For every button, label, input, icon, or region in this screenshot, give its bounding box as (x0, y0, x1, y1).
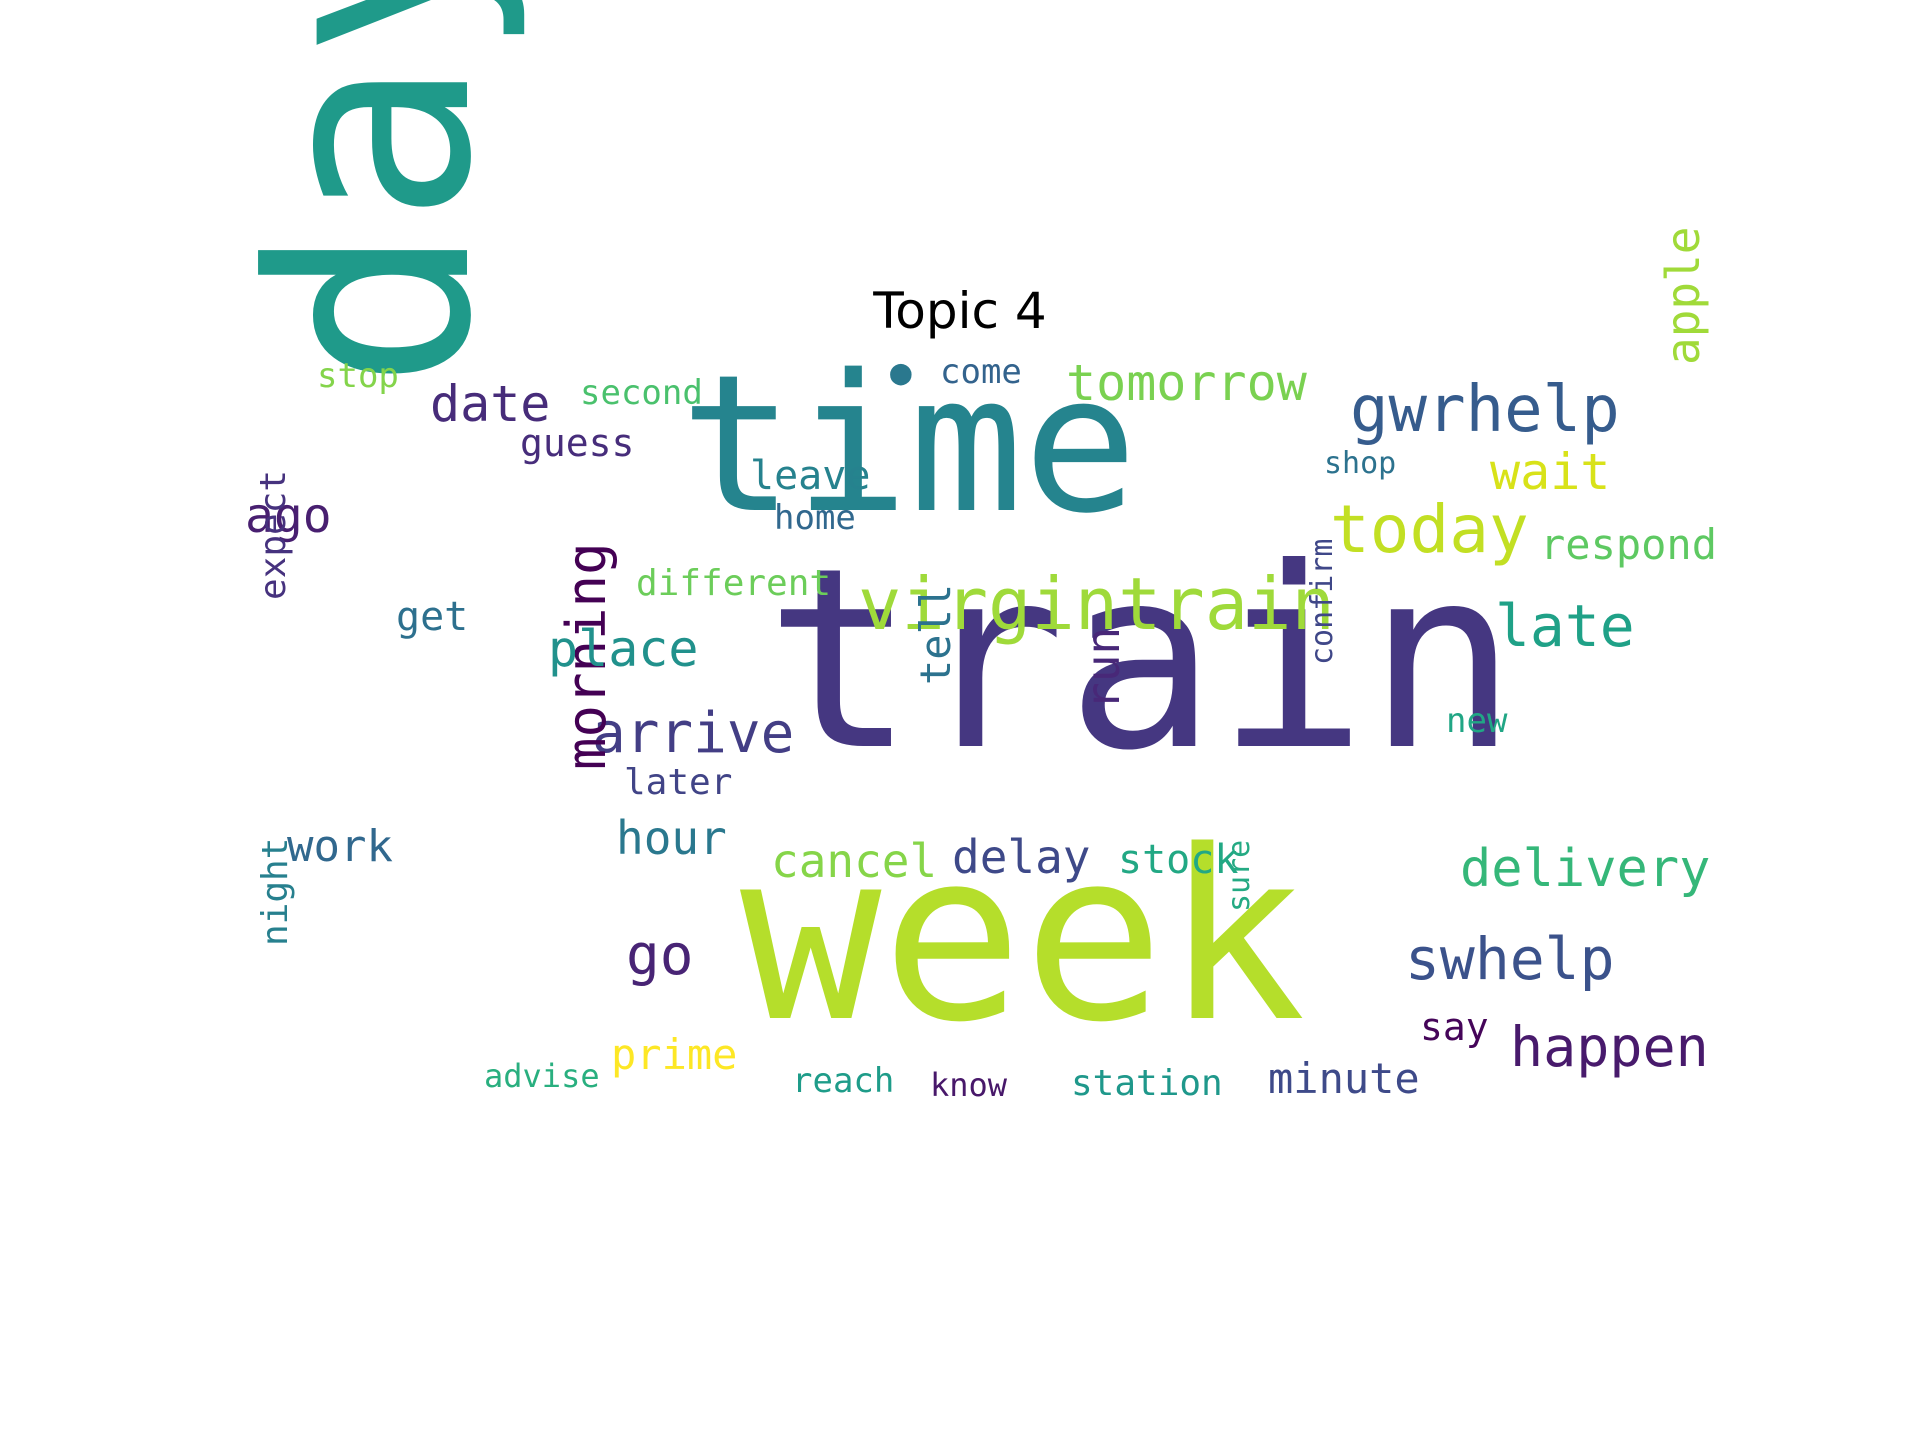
word-work: work (287, 821, 393, 872)
word-station: station (1071, 1063, 1223, 1104)
word-expect: expect (253, 469, 294, 600)
word-run: run (1076, 626, 1130, 710)
word-gwrhelp: gwrhelp (1350, 373, 1620, 447)
word-tomorrow: tomorrow (1066, 354, 1307, 412)
word-later: later (624, 762, 733, 803)
word-stock: stock (1118, 837, 1239, 883)
word-place: place (548, 620, 699, 678)
word-leave: leave (750, 453, 871, 499)
word-different: different (636, 563, 832, 604)
word-delay: delay (952, 830, 1091, 884)
word-virgintrain: virgintrain (858, 562, 1335, 646)
word-sure: sure (1222, 839, 1257, 912)
word-late: late (1495, 592, 1635, 660)
word-get: get (396, 594, 469, 640)
word-hour: hour (616, 811, 727, 865)
word-apple: apple (1656, 226, 1710, 365)
figure-title: Topic 4 (873, 282, 1047, 340)
word-time: time (680, 334, 1138, 555)
word-tell: tell (911, 583, 960, 685)
word-reach: reach (792, 1061, 895, 1101)
word-day: day (212, 0, 532, 390)
word-stop: stop (317, 356, 399, 396)
word-swhelp: swhelp (1405, 925, 1615, 993)
word-happen: happen (1510, 1015, 1709, 1079)
word-prime: prime (611, 1030, 738, 1079)
word-second: second (580, 373, 703, 413)
word-week: week (740, 801, 1306, 1074)
word-dot: ● (890, 352, 912, 393)
word-today: today (1330, 491, 1529, 568)
word-know: know (930, 1066, 1008, 1104)
word-arrive: arrive (592, 701, 795, 766)
word-say: say (1420, 1005, 1489, 1049)
word-minute: minute (1268, 1054, 1420, 1103)
word-confirm: confirm (1305, 538, 1340, 665)
word-respond: respond (1540, 520, 1718, 569)
word-delivery: delivery (1460, 839, 1711, 899)
word-home: home (774, 498, 856, 538)
word-new: new (1446, 701, 1508, 741)
word-date: date (430, 375, 551, 433)
word-go: go (626, 923, 694, 988)
word-train: train (765, 514, 1518, 805)
word-come: come (940, 352, 1022, 392)
word-ago: ago (245, 488, 332, 544)
word-shop: shop (1324, 446, 1397, 481)
word-advise: advise (484, 1057, 600, 1095)
word-cancel: cancel (771, 834, 938, 888)
word-wait: wait (1490, 443, 1611, 501)
word-night: night (255, 837, 296, 946)
word-guess: guess (520, 421, 635, 465)
